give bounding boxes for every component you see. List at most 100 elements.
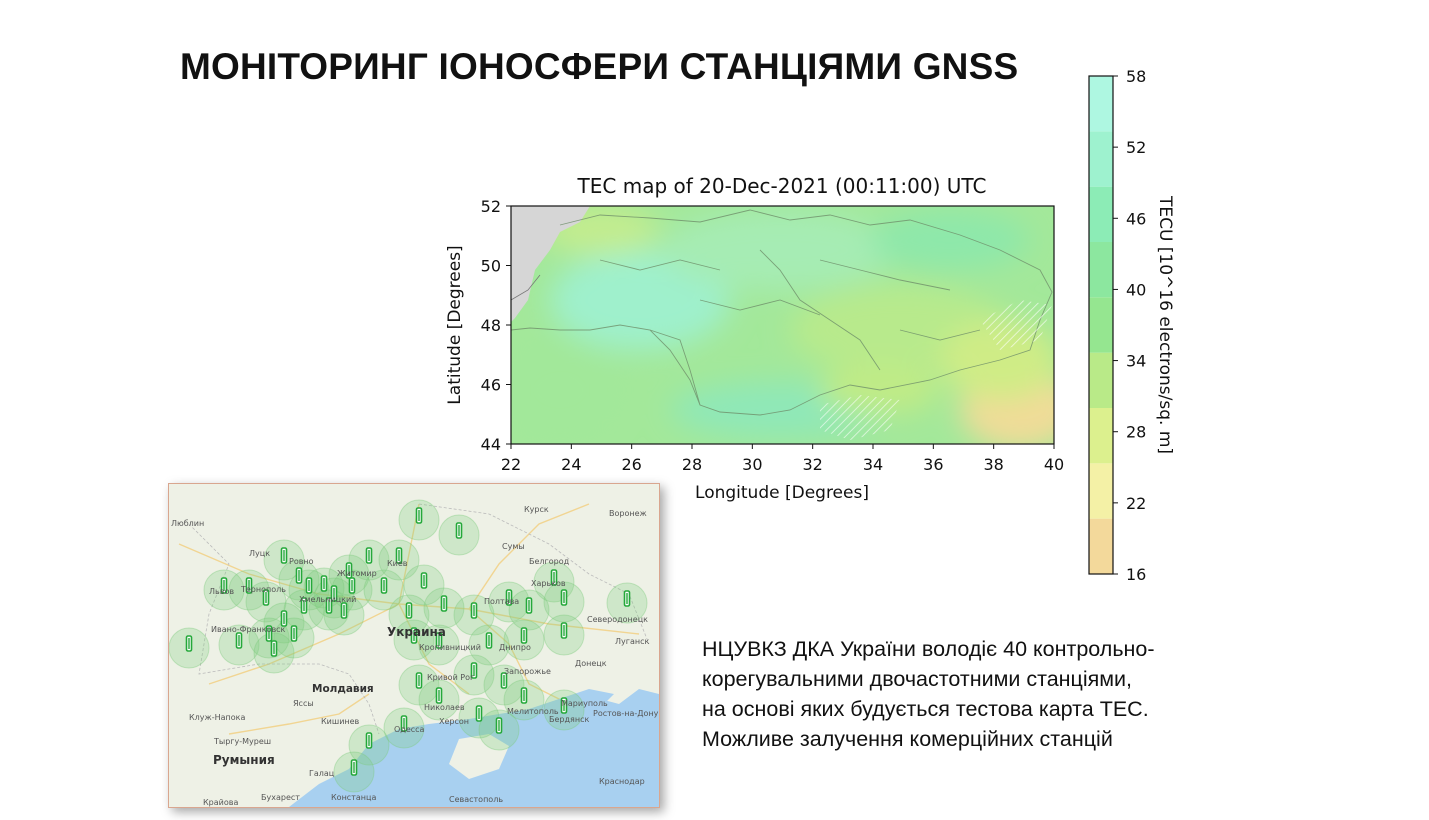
gnss-station-icon [470, 602, 478, 619]
colorbar-segment [1089, 463, 1113, 519]
svg-text:Мелитополь: Мелитополь [507, 707, 559, 716]
svg-text:Клуж-Напока: Клуж-Напока [189, 713, 245, 722]
x-tick-label: 40 [1044, 455, 1064, 474]
gnss-station-icon [270, 640, 278, 657]
gnss-station-icon [455, 522, 463, 539]
gnss-station-icon [265, 625, 273, 642]
gnss-station-map: Люблин Курск Воронеж Луцк Ровно Сумы Жит… [168, 483, 660, 808]
station-markers [185, 507, 631, 776]
y-tick-label: 44 [481, 435, 501, 454]
description-line-1: НЦУВКЗ ДКА України володіє 40 контрольно… [702, 637, 1155, 661]
gnss-station-icon [345, 562, 353, 579]
description-text: НЦУВКЗ ДКА України володіє 40 контрольно… [702, 634, 1234, 754]
x-tick-label: 32 [802, 455, 822, 474]
x-tick-label: 34 [863, 455, 883, 474]
slide-title: МОНІТОРИНГ ІОНОСФЕРИ СТАНЦІЯМИ GNSS [180, 46, 1019, 87]
svg-text:Николаев: Николаев [424, 703, 465, 712]
svg-text:Кишинев: Кишинев [321, 717, 360, 726]
colorbar-label: TECU [10^16 electrons/sq. m] [1155, 195, 1175, 454]
gnss-station-icon [305, 577, 313, 594]
svg-text:Курск: Курск [524, 505, 549, 514]
svg-text:Кривой Рог: Кривой Рог [427, 673, 474, 682]
colorbar-segment [1089, 297, 1113, 353]
colorbar-segment [1089, 352, 1113, 408]
svg-text:Хмельницкий: Хмельницкий [299, 595, 356, 604]
svg-text:Галац: Галац [309, 769, 335, 778]
colorbar-tick-label: 40 [1126, 280, 1146, 299]
gnss-station-icon [623, 590, 631, 607]
gnss-station-icon [290, 625, 298, 642]
gnss-station-icon [280, 547, 288, 564]
svg-text:Румыния: Румыния [213, 753, 275, 767]
x-axis-label: Longitude [Degrees] [695, 483, 869, 503]
x-tick-label: 28 [682, 455, 702, 474]
gnss-station-icon [410, 627, 418, 644]
gnss-station-icon [435, 632, 443, 649]
gnss-station-icon [185, 635, 193, 652]
y-axis-label: Latitude [Degrees] [445, 245, 465, 404]
gnss-station-icon [365, 547, 373, 564]
colorbar-segment [1089, 518, 1113, 574]
x-axis: 22 24 26 28 30 32 34 36 38 40 [501, 444, 1064, 474]
svg-text:Сумы: Сумы [502, 542, 525, 551]
svg-text:Люблин: Люблин [171, 519, 204, 528]
gnss-station-icon [350, 759, 358, 776]
svg-text:Украина: Украина [387, 625, 446, 639]
svg-text:Житомир: Житомир [337, 569, 377, 578]
colorbar-segment [1089, 131, 1113, 187]
gnss-station-icon [520, 687, 528, 704]
gnss-station-icon [220, 577, 228, 594]
chart-title: TEC map of 20-Dec-2021 (00:11:00) UTC [577, 174, 987, 198]
colorbar-tick-label: 16 [1126, 565, 1146, 584]
gnss-station-icon [400, 715, 408, 732]
gnss-station-icon [560, 622, 568, 639]
colorbar-tick-label: 34 [1126, 352, 1146, 371]
gnss-station-icon [470, 662, 478, 679]
gnss-station-icon [280, 610, 288, 627]
gnss-station-icon [525, 597, 533, 614]
svg-text:Днипро: Днипро [499, 643, 531, 652]
gnss-station-icon [395, 547, 403, 564]
svg-text:Ровно: Ровно [289, 557, 314, 566]
svg-text:Луцк: Луцк [249, 549, 270, 558]
gnss-station-icon [500, 672, 508, 689]
description-line-2: корегувальними двочастотними станціями, [702, 667, 1133, 691]
svg-text:Севастополь: Севастополь [449, 795, 503, 804]
svg-text:Воронеж: Воронеж [609, 509, 647, 518]
y-axis: 44 46 48 50 52 [481, 197, 511, 454]
colorbar-segment [1089, 76, 1113, 132]
x-tick-label: 36 [923, 455, 943, 474]
colorbar-tick-label: 22 [1126, 494, 1146, 513]
svg-text:Донецк: Донецк [575, 659, 607, 668]
colorbar-segment [1089, 242, 1113, 298]
gnss-station-icon [485, 632, 493, 649]
heatmap-field [511, 206, 1054, 444]
gnss-station-icon [348, 577, 356, 594]
gnss-station-icon [560, 589, 568, 606]
colorbar-tick-label: 46 [1126, 209, 1146, 228]
svg-text:Запорожье: Запорожье [504, 667, 551, 676]
gnss-station-icon [405, 602, 413, 619]
gnss-station-icon [235, 632, 243, 649]
svg-text:Ростов-на-Дону: Ростов-на-Дону [593, 709, 659, 718]
svg-text:Краснодар: Краснодар [599, 777, 645, 786]
gnss-station-icon [300, 597, 308, 614]
x-tick-label: 26 [621, 455, 641, 474]
gnss-station-icon [295, 567, 303, 584]
gnss-station-icon [320, 575, 328, 592]
svg-text:Молдавия: Молдавия [312, 683, 374, 695]
colorbar: 16 22 28 34 40 46 52 58 [1088, 67, 1146, 584]
svg-text:Бухарест: Бухарест [261, 793, 300, 802]
svg-text:Северодонецк: Северодонецк [587, 615, 648, 624]
x-tick-label: 30 [742, 455, 762, 474]
colorbar-tick-label: 52 [1126, 138, 1146, 157]
y-tick-label: 48 [481, 316, 501, 335]
gnss-station-icon [560, 697, 568, 714]
svg-text:Мариуполь: Мариуполь [561, 699, 608, 708]
svg-text:Яссы: Яссы [293, 699, 314, 708]
colorbar-segment [1089, 186, 1113, 242]
gnss-station-icon [505, 589, 513, 606]
svg-text:Белгород: Белгород [529, 557, 570, 566]
x-tick-label: 24 [561, 455, 581, 474]
